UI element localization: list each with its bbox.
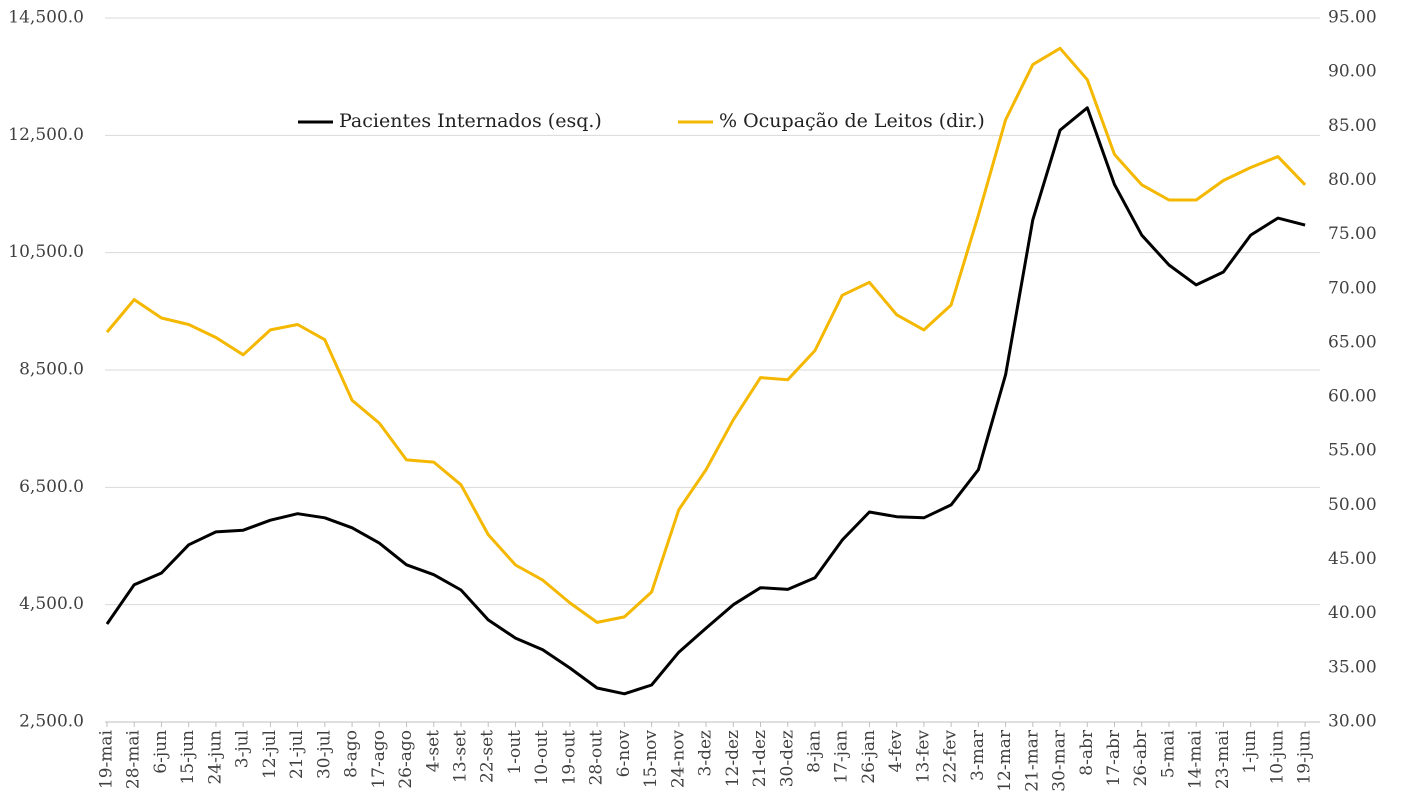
x-tick-label: 19-mai [97, 729, 117, 789]
x-tick-label: 21-jul [287, 730, 307, 779]
x-tick-label: 22-set [478, 730, 498, 783]
x-tick-label: 8-ago [342, 730, 362, 778]
x-tick-label: 5-mai [1158, 729, 1178, 778]
legend-label: Pacientes Internados (esq.) [339, 110, 602, 132]
x-tick-label: 4-set [423, 730, 443, 772]
y2-tick-label: 45.00 [1328, 549, 1377, 569]
x-tick-label: 10-jun [1267, 730, 1287, 785]
y2-tick-label: 65.00 [1328, 332, 1377, 352]
x-tick-label: 4-fev [886, 730, 906, 773]
x-tick-label: 8-jan [804, 730, 824, 773]
y2-tick-label: 80.00 [1328, 170, 1377, 190]
x-tick-label: 21-dez [750, 730, 770, 787]
y2-tick-label: 55.00 [1328, 441, 1377, 461]
x-tick-label: 17-jan [832, 730, 852, 784]
x-tick-label: 13-fev [913, 730, 933, 784]
x-tick-label: 1-out [505, 730, 525, 775]
y2-tick-label: 90.00 [1328, 62, 1377, 82]
x-tick-label: 6-nov [614, 730, 634, 778]
x-tick-label: 10-out [532, 730, 552, 786]
y-tick-label: 4,500.0 [19, 594, 84, 614]
y2-tick-label: 40.00 [1328, 603, 1377, 623]
x-tick-label: 3-dez [696, 730, 716, 777]
x-tick-label: 24-jun [205, 730, 225, 785]
x-tick-label: 19-jun [1295, 730, 1315, 785]
line-series [105, 46, 1307, 624]
x-tick-label: 13-set [450, 730, 470, 783]
x-tick-label: 28-mai [124, 729, 144, 789]
x-tick-label: 22-fev [941, 730, 961, 784]
x-tick-label: 21-mar [1022, 729, 1042, 792]
x-tick-label: 30-dez [777, 730, 797, 787]
x-tick-label: 15-nov [641, 730, 661, 789]
x-tick-label: 3-mar [968, 729, 988, 781]
y-tick-label: 14,500.0 [8, 8, 84, 28]
x-tick-label: 28-out [587, 730, 607, 786]
y-tick-label: 10,500.0 [8, 242, 84, 262]
y2-tick-label: 60.00 [1328, 387, 1377, 407]
x-tick-label: 19-out [559, 730, 579, 786]
x-tick-label: 14-mai [1186, 729, 1206, 789]
x-tick-label: 26-jan [859, 730, 879, 784]
x-tick-label: 24-nov [668, 730, 688, 789]
x-tick-label: 26-ago [396, 730, 416, 789]
y-tick-label: 2,500.0 [19, 712, 84, 732]
x-tick-label: 26-abr [1131, 729, 1151, 786]
x-tick-label: 8-abr [1077, 729, 1097, 776]
y2-tick-label: 70.00 [1328, 278, 1377, 298]
y2-tick-label: 75.00 [1328, 224, 1377, 244]
x-tick-label: 1-jun [1240, 730, 1260, 774]
x-tick-label: 12-mar [995, 729, 1015, 792]
x-tick-label: 17-ago [369, 730, 389, 789]
y2-tick-label: 35.00 [1328, 657, 1377, 677]
y2-tick-label: 30.00 [1328, 712, 1377, 732]
x-tick-label: 23-mai [1213, 729, 1233, 789]
x-tick-label: 3-jul [233, 730, 253, 768]
legend-label: % Ocupação de Leitos (dir.) [719, 110, 985, 132]
y-tick-label: 6,500.0 [19, 477, 84, 497]
x-tick-label: 30-jul [314, 730, 334, 779]
line-series [105, 106, 1306, 696]
y2-tick-label: 50.00 [1328, 495, 1377, 515]
y-tick-label: 12,500.0 [8, 125, 84, 145]
y2-tick-label: 85.00 [1328, 116, 1377, 136]
x-tick-label: 15-jun [178, 730, 198, 785]
y-tick-label: 8,500.0 [19, 360, 84, 380]
x-tick-label: 17-abr [1104, 729, 1124, 786]
y2-tick-label: 95.00 [1328, 8, 1377, 28]
x-tick-label: 30-mar [1050, 729, 1070, 792]
x-tick-label: 12-jul [260, 730, 280, 779]
x-tick-label: 12-dez [723, 730, 743, 787]
x-tick-label: 6-jun [151, 730, 171, 774]
